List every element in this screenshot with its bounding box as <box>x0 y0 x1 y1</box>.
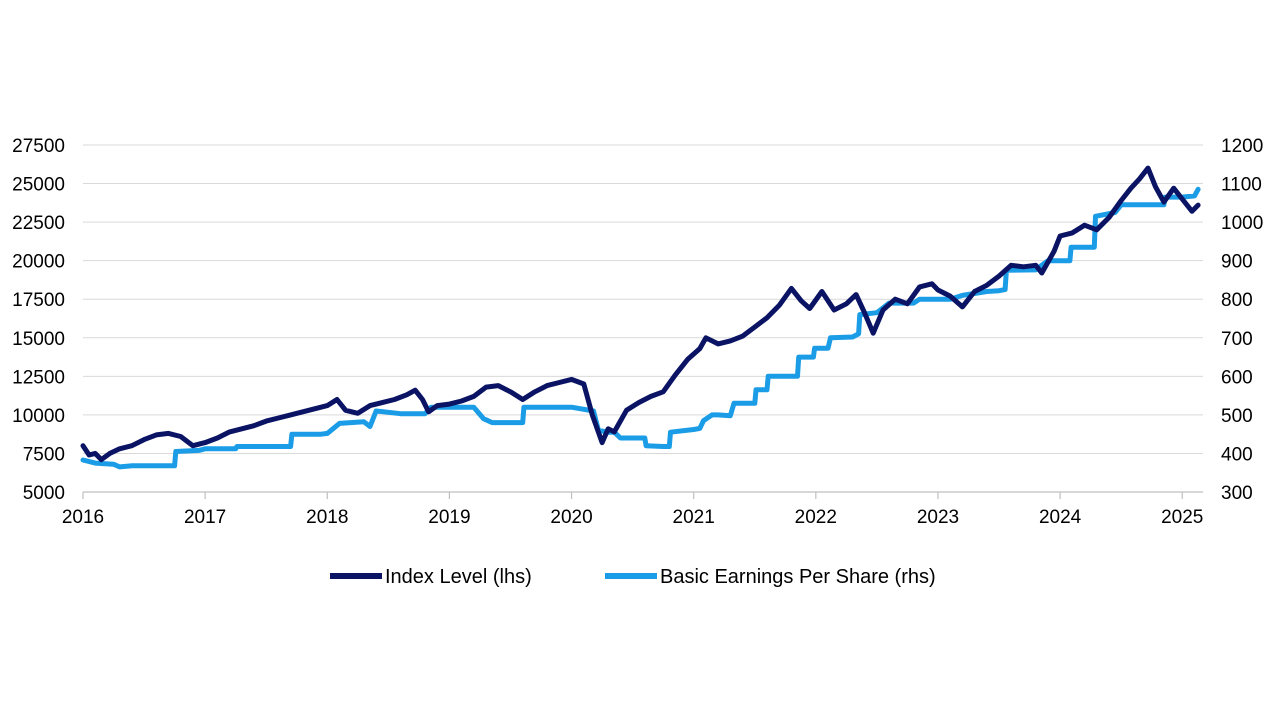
x-tick-label: 2019 <box>428 507 470 528</box>
y-left-tick-label: 7500 <box>23 444 65 465</box>
x-tick-label: 2024 <box>1039 507 1082 528</box>
axes: 2016 2017 2018 2019 2020 2021 2022 2023 2024 2025… <box>12 136 1263 528</box>
legend-label-basic-eps: Basic Earnings Per Share (rhs) <box>660 566 936 588</box>
y-left-tick-label: 25000 <box>12 175 65 196</box>
y-left-tick-label: 5000 <box>23 483 65 504</box>
series-line-index-level <box>80 165 1201 463</box>
x-tick-label: 2023 <box>917 507 959 528</box>
y-right-tick-label: 700 <box>1221 329 1253 350</box>
y-right-tick-label: 900 <box>1221 252 1253 273</box>
x-tick-label: 2020 <box>550 507 592 528</box>
legend-label-index-level: Index Level (lhs) <box>385 566 532 588</box>
x-tick-label: 2017 <box>184 507 226 528</box>
y-right-tick-label: 1100 <box>1221 175 1262 196</box>
y-right-tick-label: 500 <box>1221 406 1253 427</box>
legend: Index Level (lhs) Basic Earnings Per Sha… <box>330 566 936 588</box>
series-lines <box>80 165 1201 470</box>
y-left-tick-label: 10000 <box>12 406 65 427</box>
x-tick-label: 2018 <box>306 507 348 528</box>
y-left-tick-label: 12500 <box>12 367 65 388</box>
y-right-tick-label: 400 <box>1221 444 1253 465</box>
y-right-tick-label: 1000 <box>1221 213 1263 234</box>
y-left-tick-label: 22500 <box>12 213 65 234</box>
x-tick-label: 2022 <box>795 507 837 528</box>
y-right-tick-label: 600 <box>1221 367 1253 388</box>
y-right-tick-label: 300 <box>1221 483 1253 504</box>
x-tick-label: 2025 <box>1161 507 1203 528</box>
y-left-tick-label: 20000 <box>12 252 65 273</box>
y-right-tick-label: 1200 <box>1221 136 1263 157</box>
y-left-tick-label: 27500 <box>12 136 65 157</box>
y-right-tick-label: 800 <box>1221 290 1253 311</box>
y-left-tick-label: 17500 <box>12 290 65 311</box>
gridlines <box>83 144 1203 454</box>
x-tick-label: 2016 <box>62 507 104 528</box>
y-left-tick-label: 15000 <box>12 329 65 350</box>
x-tick-label: 2021 <box>673 507 715 528</box>
